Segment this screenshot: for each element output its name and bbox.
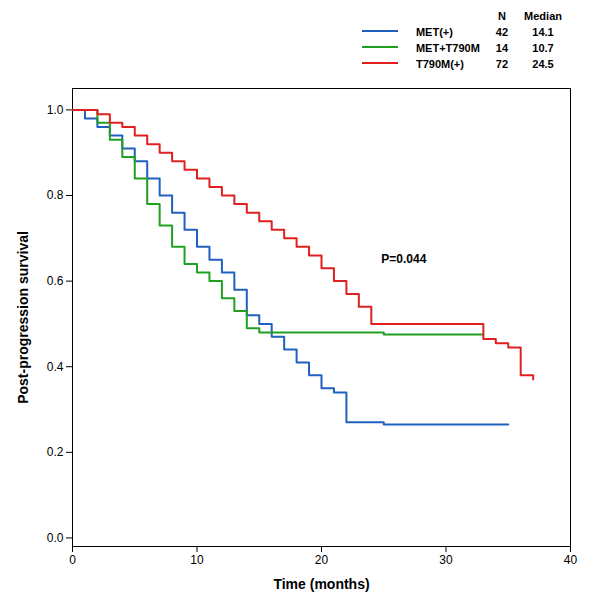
html-text:24.5: 24.5 (532, 58, 554, 70)
html-text:MET(+): MET(+) (416, 26, 453, 38)
html-text:14.1: 14.1 (532, 26, 554, 38)
html-text:N: N (498, 10, 506, 22)
svg-text:0.2: 0.2 (47, 445, 64, 459)
html-text:72: 72 (495, 58, 509, 70)
svg-text:0.6: 0.6 (47, 274, 64, 288)
svg-text:30: 30 (439, 553, 453, 567)
html-text:14: 14 (495, 42, 509, 54)
html-text:Median: Median (524, 10, 562, 22)
html-text:MET+T790M: MET+T790M (416, 42, 480, 54)
html-text:10.7: 10.7 (532, 42, 554, 54)
svg-text:1.0: 1.0 (47, 103, 64, 117)
svg-text:0.8: 0.8 (47, 188, 64, 202)
svg-text:20: 20 (315, 553, 329, 567)
svg-text:10: 10 (190, 553, 204, 567)
html-text:T790M(+): T790M(+) (416, 58, 464, 70)
html-text:42: 42 (495, 26, 509, 38)
svg-text:0: 0 (69, 553, 76, 567)
svg-text:P=0.044: P=0.044 (381, 252, 426, 266)
svg-text:Time (months): Time (months) (273, 576, 369, 592)
svg-text:0.4: 0.4 (47, 360, 64, 374)
svg-text:40: 40 (564, 553, 578, 567)
svg-text:Post-progression survival: Post-progression survival (15, 231, 31, 404)
svg-text:0.0: 0.0 (47, 531, 64, 545)
